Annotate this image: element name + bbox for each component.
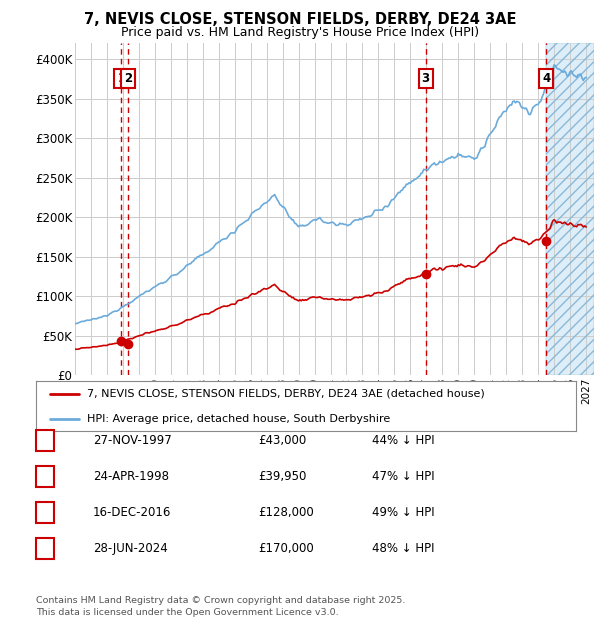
Text: 44% ↓ HPI: 44% ↓ HPI [372,434,434,446]
Text: 1: 1 [41,434,49,446]
Text: 49% ↓ HPI: 49% ↓ HPI [372,506,434,518]
Text: 2: 2 [124,72,132,85]
Text: £170,000: £170,000 [258,542,314,554]
Text: £39,950: £39,950 [258,470,307,482]
Text: £43,000: £43,000 [258,434,306,446]
Text: £128,000: £128,000 [258,506,314,518]
Text: 48% ↓ HPI: 48% ↓ HPI [372,542,434,554]
Bar [546,43,594,375]
Text: 3: 3 [41,506,49,518]
Text: 4: 4 [41,542,49,554]
Text: HPI: Average price, detached house, South Derbyshire: HPI: Average price, detached house, Sout… [88,414,391,423]
Text: 2: 2 [41,470,49,482]
Text: 16-DEC-2016: 16-DEC-2016 [93,506,172,518]
Text: 27-NOV-1997: 27-NOV-1997 [93,434,172,446]
Bar [546,43,594,375]
Text: 7, NEVIS CLOSE, STENSON FIELDS, DERBY, DE24 3AE (detached house): 7, NEVIS CLOSE, STENSON FIELDS, DERBY, D… [88,389,485,399]
Text: Contains HM Land Registry data © Crown copyright and database right 2025.
This d: Contains HM Land Registry data © Crown c… [36,596,406,617]
Text: 1: 1 [117,72,125,85]
Text: 28-JUN-2024: 28-JUN-2024 [93,542,168,554]
Text: 3: 3 [421,72,430,85]
Text: 24-APR-1998: 24-APR-1998 [93,470,169,482]
Text: 47% ↓ HPI: 47% ↓ HPI [372,470,434,482]
Text: 7, NEVIS CLOSE, STENSON FIELDS, DERBY, DE24 3AE: 7, NEVIS CLOSE, STENSON FIELDS, DERBY, D… [84,12,516,27]
Text: Price paid vs. HM Land Registry's House Price Index (HPI): Price paid vs. HM Land Registry's House … [121,26,479,39]
Text: 4: 4 [542,72,550,85]
